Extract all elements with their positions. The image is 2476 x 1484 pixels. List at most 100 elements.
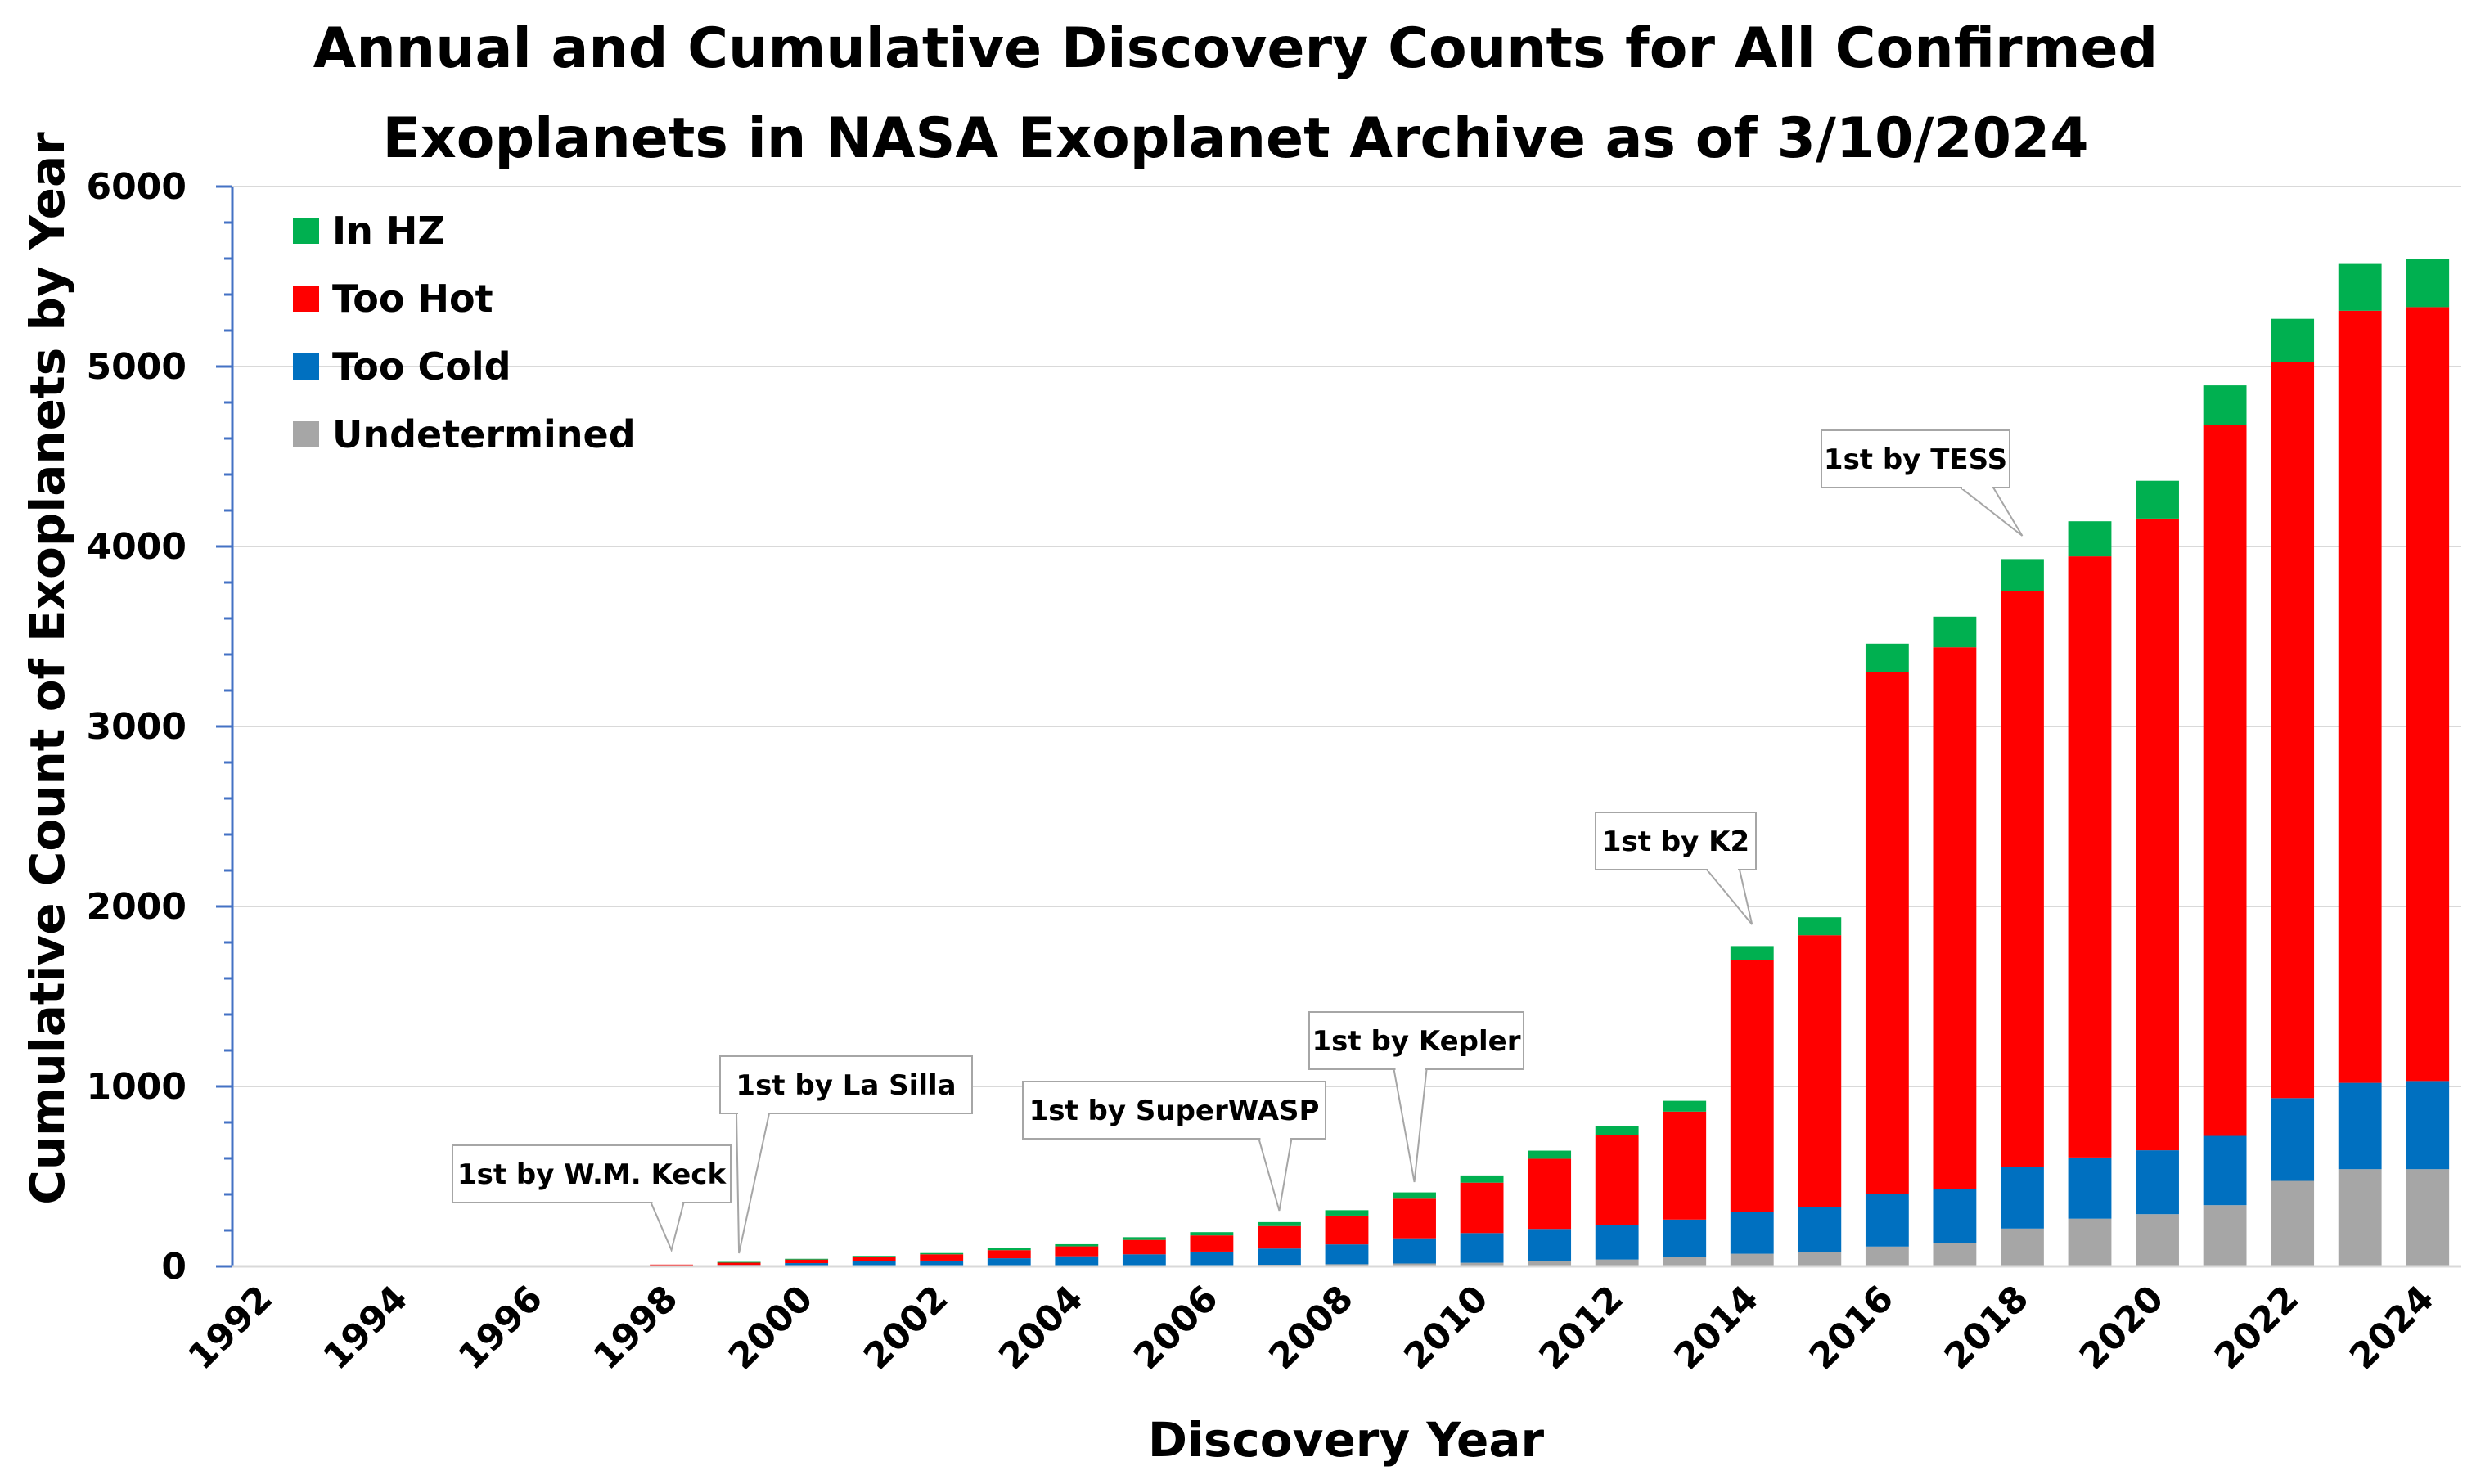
bar-2007-too-cold [1258, 1248, 1301, 1266]
legend-label-too-cold: Too Cold [332, 344, 511, 389]
annotation-box [452, 1144, 732, 1203]
bar-2017-too-cold [1933, 1189, 1977, 1243]
bar-2018-undetermined [2001, 1228, 2044, 1266]
bar-2000-in-hz [785, 1258, 829, 1260]
bar-2015-undetermined [1798, 1252, 1842, 1266]
bar-2011-too-cold [1528, 1229, 1572, 1261]
bar-2018-too-hot [2001, 591, 2044, 1167]
bar-2006-in-hz [1190, 1232, 1234, 1236]
bar-2021-too-hot [2203, 425, 2247, 1136]
y-tick-label-5000: 5000 [87, 346, 187, 388]
bar-2024-undetermined [2406, 1169, 2450, 1266]
annotation-2007: 1st by SuperWASP [1022, 1081, 1326, 1212]
y-axis-label: Cumulative Count of Exoplanets by Year [20, 132, 75, 1205]
annotations: 1st by W.M. Keck 1st by La Silla 1st by Su… [452, 429, 2024, 1254]
annotation-box [719, 1055, 973, 1114]
bar-2018-too-cold [2001, 1167, 2044, 1229]
y-tick-label-0: 0 [161, 1246, 187, 1288]
bar-2016-too-hot [1865, 672, 1909, 1194]
bar-2017-too-hot [1933, 647, 1977, 1189]
annotation-2009: 1st by Kepler [1308, 1011, 1524, 1183]
y-tick-label-6000: 6000 [87, 166, 187, 208]
bar-2006-too-cold [1190, 1251, 1234, 1266]
chart-title-line-1: Annual and Cumulative Discovery Counts f… [313, 16, 2158, 81]
bar-2009-in-hz [1393, 1192, 1436, 1199]
annotation-text: 1st by TESS [1824, 443, 2007, 476]
bars [650, 259, 2450, 1267]
bar-2007-in-hz [1258, 1221, 1301, 1226]
bar-2013-too-cold [1663, 1219, 1707, 1257]
bar-2019-undetermined [2068, 1218, 2112, 1266]
bar-2016-too-cold [1865, 1194, 1909, 1247]
bar-2009-undetermined [1393, 1263, 1436, 1266]
bar-2012-too-hot [1595, 1135, 1639, 1225]
bar-2021-in-hz [2203, 385, 2247, 425]
bar-2024-in-hz [2406, 259, 2450, 308]
bar-2009-too-hot [1393, 1198, 1436, 1239]
bar-2016-undetermined [1865, 1246, 1909, 1266]
bar-2005-in-hz [1122, 1237, 1166, 1240]
bar-2004-in-hz [1055, 1243, 1099, 1247]
bar-2019-too-hot [2068, 556, 2112, 1158]
bar-2023-too-hot [2338, 310, 2382, 1083]
bar-2003-too-cold [987, 1258, 1031, 1266]
bar-2010-too-cold [1460, 1233, 1504, 1263]
bar-2005-too-hot [1122, 1239, 1166, 1255]
bar-2023-undetermined [2338, 1169, 2382, 1266]
bar-2002-in-hz [920, 1252, 964, 1255]
bar-1999-too-hot [717, 1262, 761, 1266]
bar-2024-too-hot [2406, 307, 2450, 1082]
y-tick-label-4000: 4000 [87, 526, 187, 568]
bar-2005-too-cold [1122, 1254, 1166, 1266]
bar-2012-in-hz [1595, 1126, 1639, 1135]
bar-2012-undetermined [1595, 1259, 1639, 1266]
bar-2008-too-hot [1325, 1215, 1369, 1245]
x-axis-label: Discovery Year [1148, 1412, 1545, 1468]
annotation-1999: 1st by La Silla [719, 1055, 973, 1254]
bar-2004-too-cold [1055, 1256, 1099, 1266]
annotation-text: 1st by SuperWASP [1029, 1095, 1320, 1127]
legend-swatch-in-hz [293, 218, 319, 244]
bar-2021-undetermined [2203, 1205, 2247, 1266]
legend-label-too-hot: Too Hot [332, 277, 493, 321]
bar-2011-too-hot [1528, 1158, 1572, 1230]
legend-swatch-too-hot [293, 286, 319, 312]
annotation-text: 1st by Kepler [1312, 1025, 1521, 1058]
bar-1999-in-hz [717, 1261, 761, 1263]
bar-2015-too-hot [1798, 935, 1842, 1207]
bar-2004-too-hot [1055, 1246, 1099, 1257]
y-tick-label-1000: 1000 [87, 1066, 187, 1108]
bar-2003-too-hot [987, 1250, 1031, 1259]
annotation-box [1595, 812, 1757, 870]
bar-2002-too-hot [920, 1254, 964, 1261]
bar-2000-too-hot [785, 1259, 829, 1264]
annotation-box [1022, 1081, 1326, 1140]
bar-2017-undetermined [1933, 1243, 1977, 1266]
bar-2014-in-hz [1730, 946, 1774, 960]
bar-2022-undetermined [2271, 1180, 2315, 1266]
bar-2021-too-cold [2203, 1135, 2247, 1206]
bar-2022-too-hot [2271, 362, 2315, 1099]
legend-label-undetermined: Undetermined [332, 412, 636, 456]
bar-2014-undetermined [1730, 1253, 1774, 1266]
bar-2023-in-hz [2338, 263, 2382, 311]
bar-2008-too-cold [1325, 1244, 1369, 1265]
bar-2015-too-cold [1798, 1207, 1842, 1252]
y-tick-label-3000: 3000 [87, 706, 187, 748]
annotation-text: 1st by K2 [1602, 825, 1749, 858]
bar-2010-in-hz [1460, 1175, 1504, 1183]
annotation-text: 1st by La Silla [736, 1069, 956, 1102]
bar-2011-undetermined [1528, 1261, 1572, 1266]
bar-2020-too-hot [2136, 518, 2179, 1151]
bar-2002-too-cold [920, 1260, 964, 1266]
annotation-1998: 1st by W.M. Keck [452, 1144, 732, 1253]
bar-2018-in-hz [2001, 559, 2044, 591]
bar-2000-too-cold [785, 1263, 829, 1266]
annotation-text: 1st by W.M. Keck [457, 1158, 727, 1191]
bar-2020-undetermined [2136, 1214, 2179, 1266]
chart-title-line-2: Exoplanets in NASA Exoplanet Archive as … [382, 106, 2088, 171]
axes [216, 185, 2461, 1268]
annotation-box [1308, 1011, 1524, 1070]
annotation-2014: 1st by K2 [1595, 812, 1757, 925]
